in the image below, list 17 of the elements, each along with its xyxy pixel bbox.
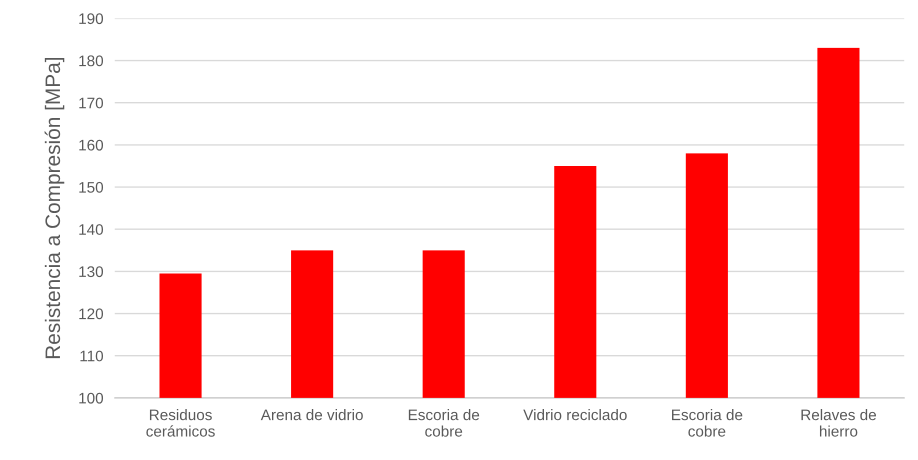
y-tick-label: 130 xyxy=(79,266,104,278)
y-tick-label: 160 xyxy=(79,140,104,151)
x-tick-label: Escoria de cobre xyxy=(408,409,480,437)
x-tick-label: Vidrio reciclado xyxy=(523,409,627,420)
y-tick-label: 150 xyxy=(79,182,104,193)
y-tick-label: 100 xyxy=(79,392,104,404)
x-tick-label: Escoria de cobre xyxy=(672,409,742,437)
y-tick-label: 180 xyxy=(79,55,104,66)
x-tick-label: Arena de vidrio xyxy=(260,409,363,420)
y-tick-label: 110 xyxy=(80,350,104,362)
x-tick-label: Relaves de hierro xyxy=(801,409,876,437)
y-tick-label: 120 xyxy=(79,308,104,320)
x-tick-label: Residuos cerámicos xyxy=(146,409,215,437)
y-tick-label: 190 xyxy=(79,13,104,24)
y-tick-label: 140 xyxy=(79,224,104,235)
y-tick-label: 170 xyxy=(79,98,104,108)
y-axis-title: Resistencia a Compresión [MPa] xyxy=(44,58,64,358)
